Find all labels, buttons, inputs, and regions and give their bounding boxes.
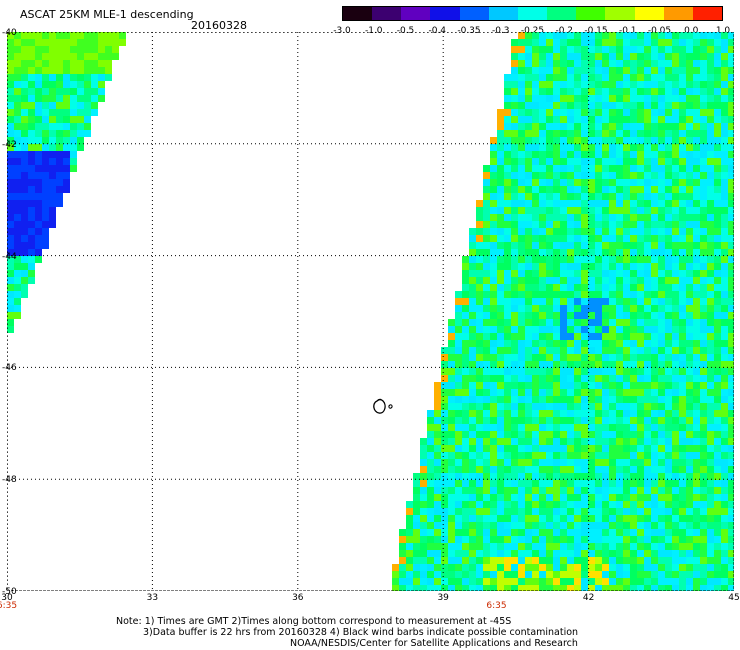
lat-tick-label: -48 (2, 475, 17, 486)
lat-tick-label: -42 (2, 139, 17, 150)
color-scale-swatch (692, 7, 723, 20)
lon-tick-label: 36 (292, 593, 304, 603)
color-scale-swatch (401, 7, 431, 20)
lon-tick-label: 42 (582, 593, 595, 603)
color-scale-label: -0.4 (428, 26, 447, 36)
map-date: 20160328 (191, 19, 247, 32)
color-scale-swatch (576, 7, 606, 20)
color-scale-label: -3.0 (333, 26, 351, 36)
color-scale-label: 1.0 (715, 26, 731, 36)
swath-cells (7, 32, 734, 591)
color-scale-swatch (488, 7, 518, 20)
color-scale-label: -0.25 (520, 26, 545, 36)
color-scale-label: -0.15 (584, 26, 608, 36)
color-scale-swatch (517, 7, 548, 20)
map-title: ASCAT 25KM MLE-1 descending (20, 8, 194, 21)
color-scale-label: -1.0 (364, 26, 383, 36)
footnote-line-1: Note: 1) Times are GMT 2)Times along bot… (116, 616, 512, 627)
color-scale-swatch (430, 7, 460, 20)
color-scale-label: -0.5 (396, 26, 415, 36)
color-scale-swatch (343, 7, 373, 20)
island-outline-icon (373, 398, 393, 414)
color-scale-swatch (605, 7, 635, 20)
mle-swath-map (7, 32, 734, 591)
footnote-line-2: 3)Data buffer is 22 hrs from 20160328 4)… (143, 627, 579, 638)
color-scale-swatch (459, 7, 489, 20)
color-scale-labels: -3.0 -1.0 -0.5 -0.4 -0.35 -0.3 -0.25 -0.2 -0.15-… (330, 26, 735, 37)
lat-tick-label: -40 (2, 28, 17, 38)
lon-tick-label: 33 (146, 593, 159, 603)
color-scale-label: 0.0 (684, 26, 699, 36)
footnote-credit: NOAA/NESDIS/Center for Satellite Applica… (290, 638, 578, 649)
color-scale-bar (342, 6, 723, 21)
lon-tick-label: 39 (437, 593, 449, 603)
color-scale-swatch (372, 7, 402, 20)
graticule-lines (7, 32, 734, 591)
color-scale-label: -0.3 (491, 26, 510, 36)
time-label: 6:35 (486, 601, 507, 611)
color-scale-swatch (547, 7, 577, 20)
lat-tick-label: -50 (2, 587, 17, 597)
map-plot-area (7, 32, 734, 591)
time-label: 6:35 (0, 601, 18, 611)
color-scale-swatch (663, 7, 693, 20)
lon-tick-label: 45 (728, 593, 740, 603)
color-scale-label: -0.2 (555, 26, 574, 36)
lon-tick-label: 30 (1, 593, 13, 603)
map-frame (7, 32, 734, 591)
color-scale-swatch (634, 7, 664, 20)
color-scale-label: -0.35 (457, 26, 481, 36)
color-scale-label: -0.05 (647, 26, 672, 36)
lat-tick-label: -46 (2, 363, 17, 374)
lat-tick-label: -44 (2, 251, 17, 262)
color-scale-label: -0.1 (618, 26, 637, 36)
